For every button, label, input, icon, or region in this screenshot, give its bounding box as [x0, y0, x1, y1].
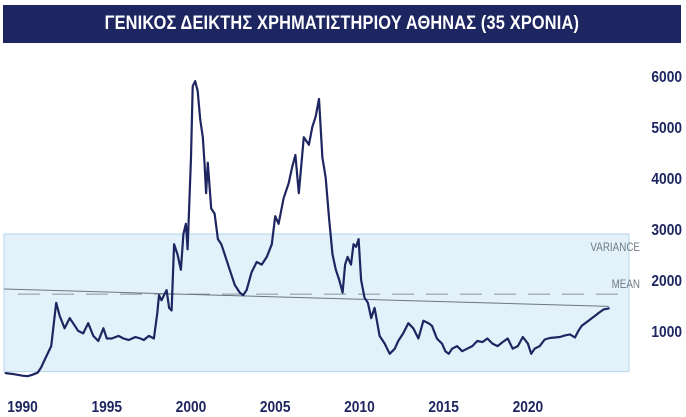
y-tick-label: 2000 [651, 272, 682, 290]
variance-band [3, 233, 630, 373]
trend-line [3, 288, 609, 307]
y-tick-label: 1000 [651, 323, 682, 341]
x-tick-label: 2020 [513, 398, 544, 416]
x-tick-label: 2005 [260, 398, 291, 416]
y-tick-label: 3000 [651, 221, 682, 239]
y-tick-label: 6000 [651, 68, 682, 86]
x-tick-label: 2015 [428, 398, 459, 416]
y-tick-label: 5000 [651, 119, 682, 137]
x-tick-label: 1995 [91, 398, 122, 416]
index-line [4, 80, 610, 378]
y-tick-label: 4000 [651, 170, 682, 188]
x-tick-label: 1990 [7, 398, 38, 416]
title-banner: ΓΕΝΙΚΟΣ ΔΕΙΚΤΗΣ ΧΡΗΜΑΤΙΣΤΗΡΙΟΥ ΑΘΗΝΑΣ (3… [3, 5, 681, 43]
chart-title: ΓΕΝΙΚΟΣ ΔΕΙΚΤΗΣ ΧΡΗΜΑΤΙΣΤΗΡΙΟΥ ΑΘΗΝΑΣ (3… [104, 13, 580, 34]
x-tick-label: 2010 [344, 398, 375, 416]
x-tick-label: 2000 [176, 398, 207, 416]
mean-label: MEAN [612, 278, 640, 291]
variance-label: VARIANCE [590, 241, 640, 254]
